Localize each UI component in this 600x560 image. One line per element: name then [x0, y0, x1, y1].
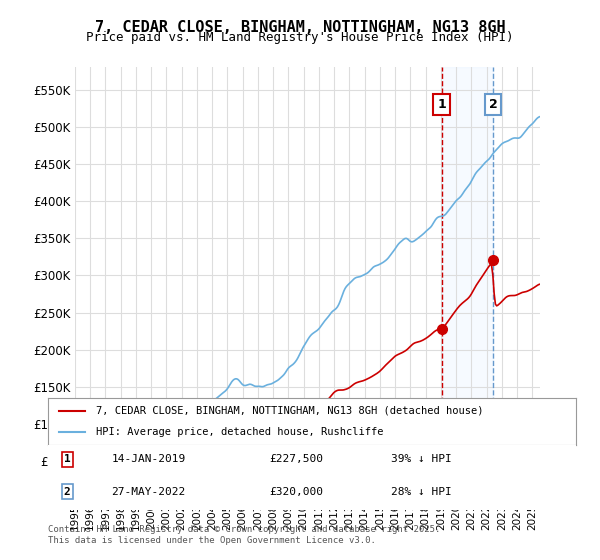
Text: 28% ↓ HPI: 28% ↓ HPI [391, 487, 452, 497]
Bar [442, 67, 493, 498]
Text: Price paid vs. HM Land Registry's House Price Index (HPI): Price paid vs. HM Land Registry's House … [86, 31, 514, 44]
Text: 2: 2 [488, 98, 497, 111]
Text: £227,500: £227,500 [270, 454, 324, 464]
Text: 1: 1 [64, 454, 71, 464]
Text: 39% ↓ HPI: 39% ↓ HPI [391, 454, 452, 464]
Text: 27-MAY-2022: 27-MAY-2022 [112, 487, 185, 497]
Text: HPI: Average price, detached house, Rushcliffe: HPI: Average price, detached house, Rush… [95, 427, 383, 437]
Text: £320,000: £320,000 [270, 487, 324, 497]
Text: 14-JAN-2019: 14-JAN-2019 [112, 454, 185, 464]
Text: 1: 1 [437, 98, 446, 111]
Text: Contains HM Land Registry data © Crown copyright and database right 2025.
This d: Contains HM Land Registry data © Crown c… [48, 525, 440, 545]
Text: 2: 2 [64, 487, 71, 497]
Text: 7, CEDAR CLOSE, BINGHAM, NOTTINGHAM, NG13 8GH: 7, CEDAR CLOSE, BINGHAM, NOTTINGHAM, NG1… [95, 20, 505, 35]
Text: 7, CEDAR CLOSE, BINGHAM, NOTTINGHAM, NG13 8GH (detached house): 7, CEDAR CLOSE, BINGHAM, NOTTINGHAM, NG1… [95, 406, 483, 416]
